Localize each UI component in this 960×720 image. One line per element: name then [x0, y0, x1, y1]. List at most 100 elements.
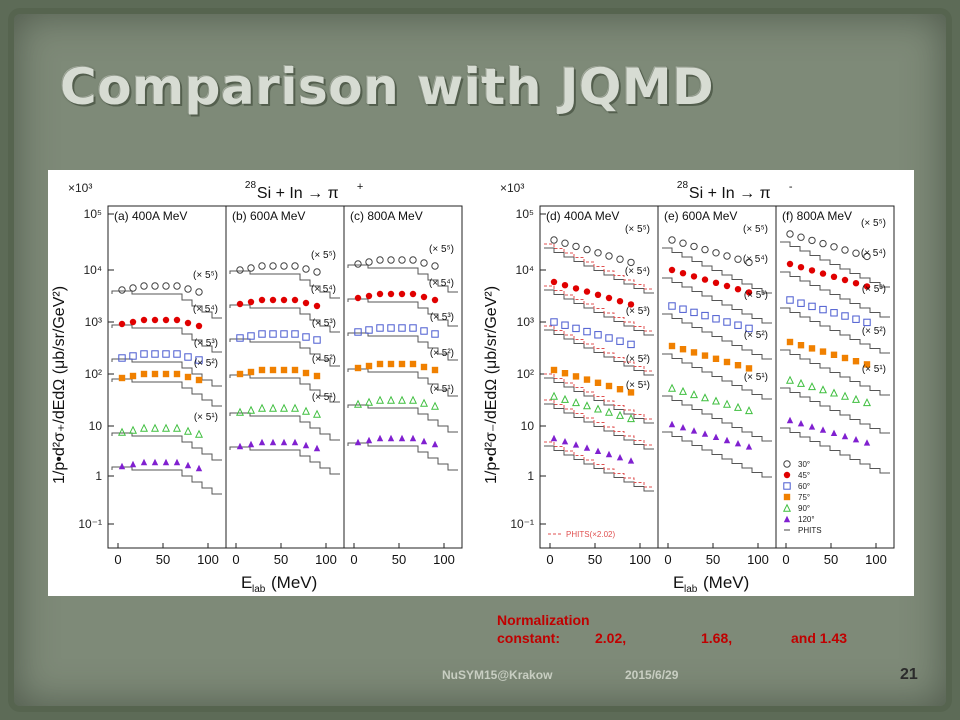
model-curve	[111, 324, 222, 353]
data-point	[409, 256, 417, 264]
data-point	[236, 370, 244, 378]
data-point	[723, 318, 731, 326]
model-curve	[347, 298, 458, 327]
model-curve	[544, 329, 654, 376]
y-multiplier: ×10³	[500, 181, 524, 195]
model-curve	[544, 403, 654, 450]
scale-label: (× 5⁵)	[743, 224, 768, 235]
legend-marker	[783, 471, 791, 479]
data-point	[744, 406, 754, 415]
data-point	[376, 290, 384, 298]
data-point	[594, 379, 602, 386]
legend-label: 75°	[798, 493, 810, 502]
x-tick-label: 100	[197, 552, 219, 567]
scale-label: (× 5²)	[862, 326, 886, 337]
data-point	[302, 369, 310, 377]
phits-scaled-curve	[544, 373, 654, 420]
data-point	[712, 355, 720, 362]
model-curve	[662, 353, 772, 400]
data-point	[280, 366, 288, 374]
x-tick-label: 0	[782, 552, 789, 567]
model-curve	[662, 247, 772, 294]
note-line1: Normalization	[497, 612, 590, 628]
data-point	[668, 342, 676, 350]
data-point	[627, 457, 635, 464]
data-point	[313, 372, 321, 380]
data-point	[420, 363, 428, 371]
data-point	[786, 416, 794, 424]
data-point	[398, 324, 406, 332]
data-point	[376, 434, 384, 442]
subpanel-label: (f) 800A MeV	[782, 209, 852, 223]
data-point	[386, 395, 396, 404]
data-point	[376, 256, 384, 264]
data-point	[398, 256, 406, 264]
footer-event: NuSYM15@Krakow	[442, 668, 553, 682]
data-point	[583, 288, 591, 295]
data-point	[701, 311, 709, 320]
model-curve	[544, 377, 654, 424]
data-point	[786, 230, 794, 238]
data-point	[247, 264, 255, 272]
data-point	[841, 354, 849, 362]
data-point	[679, 305, 687, 313]
data-point	[797, 299, 805, 307]
data-point	[365, 436, 373, 444]
data-point	[561, 239, 569, 247]
model-curve	[780, 241, 890, 288]
data-point	[808, 302, 816, 311]
model-curve	[229, 304, 340, 333]
data-point	[819, 270, 827, 277]
data-point	[291, 438, 299, 446]
y-tick-label: 10	[89, 419, 103, 433]
scale-label: (× 5⁵)	[861, 218, 886, 229]
data-point	[279, 403, 289, 412]
data-point	[819, 348, 827, 355]
data-point	[291, 296, 299, 304]
data-point	[236, 300, 244, 308]
data-point	[734, 321, 742, 329]
data-point	[173, 282, 181, 290]
data-point	[118, 286, 126, 294]
data-point	[431, 262, 439, 270]
model-curve	[780, 271, 890, 318]
data-point	[679, 346, 687, 353]
x-tick-label: 50	[588, 552, 602, 567]
data-point	[605, 294, 613, 302]
scale-label: (× 5⁴)	[861, 248, 886, 259]
data-point	[365, 362, 373, 370]
scale-label: (× 5³)	[430, 312, 454, 323]
y-multiplier: ×10³	[68, 181, 92, 195]
data-point	[247, 298, 255, 306]
model-curve	[780, 387, 890, 434]
note-line2: constant: 2.02, 1.68, and 1.43	[497, 629, 847, 647]
model-curve	[544, 247, 654, 294]
x-axis-label: E	[241, 573, 252, 592]
subpanel-label: (a) 400A MeV	[114, 209, 187, 223]
data-point	[830, 351, 838, 358]
data-point	[582, 401, 592, 410]
data-point	[829, 388, 839, 397]
data-point	[786, 260, 794, 268]
y-tick-label: 10	[521, 419, 535, 433]
data-point	[431, 440, 439, 448]
x-tick-label: 50	[274, 552, 288, 567]
y-tick-label: 10⁵	[84, 207, 102, 221]
data-point	[247, 368, 255, 376]
data-point	[797, 420, 805, 427]
data-point	[409, 360, 417, 368]
data-point	[583, 376, 591, 383]
legend-label: PHITS	[798, 526, 822, 535]
data-point	[128, 425, 138, 434]
data-point	[173, 350, 181, 358]
x-tick-label: 0	[664, 552, 671, 567]
data-point	[734, 362, 742, 369]
data-point	[616, 337, 624, 345]
data-point	[246, 405, 256, 414]
data-point	[162, 370, 170, 378]
data-point	[830, 309, 838, 317]
legend-label: 45°	[798, 471, 810, 480]
x-axis-label: E	[673, 573, 684, 592]
data-point	[722, 399, 732, 408]
data-point	[365, 292, 373, 300]
